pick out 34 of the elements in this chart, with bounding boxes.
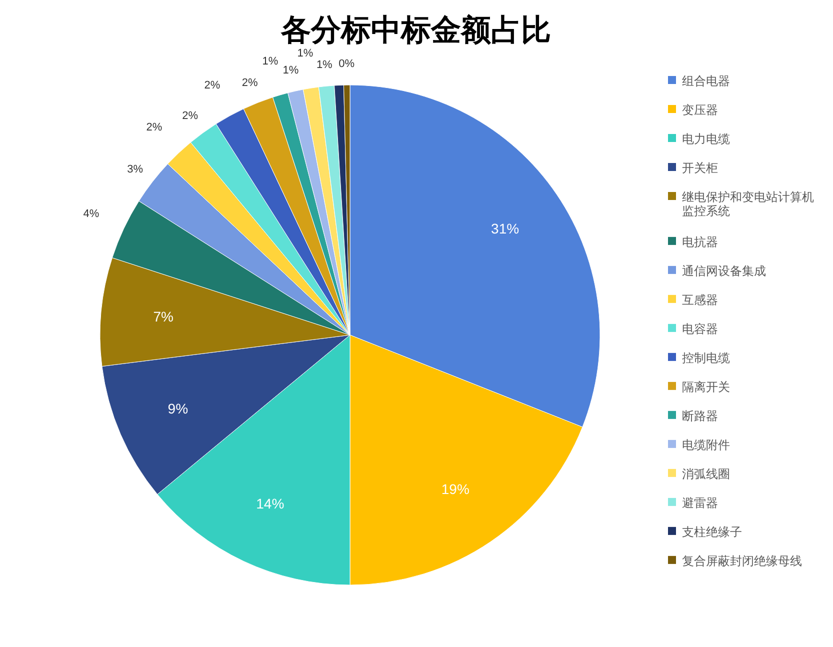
legend-label: 通信网设备集成 xyxy=(682,264,766,278)
legend-label: 电容器 xyxy=(682,322,718,336)
data-label: 9% xyxy=(168,400,188,416)
data-label: 2% xyxy=(242,77,258,90)
legend-label: 消弧线圈 xyxy=(682,466,730,481)
data-label: 1% xyxy=(297,48,314,60)
legend-label: 断路器 xyxy=(682,408,718,423)
data-label: 0% xyxy=(338,58,355,70)
data-label: 19% xyxy=(441,481,470,498)
legend-label: 复合屏蔽封闭绝缘母线 xyxy=(682,554,802,568)
data-label: 1% xyxy=(282,64,299,77)
legend-label: 互感器 xyxy=(682,292,718,307)
legend-label: 电抗器 xyxy=(682,234,718,249)
data-label: 7% xyxy=(153,308,174,324)
legend-label: 避雷器 xyxy=(682,496,718,510)
legend-label: 控制电缆 xyxy=(682,350,730,365)
legend-label: 隔离开关 xyxy=(682,380,730,394)
data-label: 2% xyxy=(146,122,162,134)
data-label: 2% xyxy=(204,79,220,92)
data-label: 1% xyxy=(316,59,333,72)
data-label: 14% xyxy=(256,496,284,512)
data-label: 1% xyxy=(262,55,278,68)
legend-label: 继电保护和变电站计算机监控系统 xyxy=(682,190,814,218)
legend-label: 组合电器 xyxy=(682,74,730,88)
data-label: 3% xyxy=(127,163,144,176)
data-label: 4% xyxy=(83,208,100,220)
chart-title: 各分标中标金额占比 xyxy=(280,13,551,47)
legend-label: 电缆附件 xyxy=(682,438,730,452)
legend-label: 支柱绝缘子 xyxy=(682,524,742,539)
legend-label: 电力电缆 xyxy=(682,132,730,146)
data-label: 2% xyxy=(182,110,198,122)
data-label: 31% xyxy=(491,220,520,237)
legend-label: 变压器 xyxy=(682,103,718,117)
legend-label: 开关柜 xyxy=(682,161,718,175)
